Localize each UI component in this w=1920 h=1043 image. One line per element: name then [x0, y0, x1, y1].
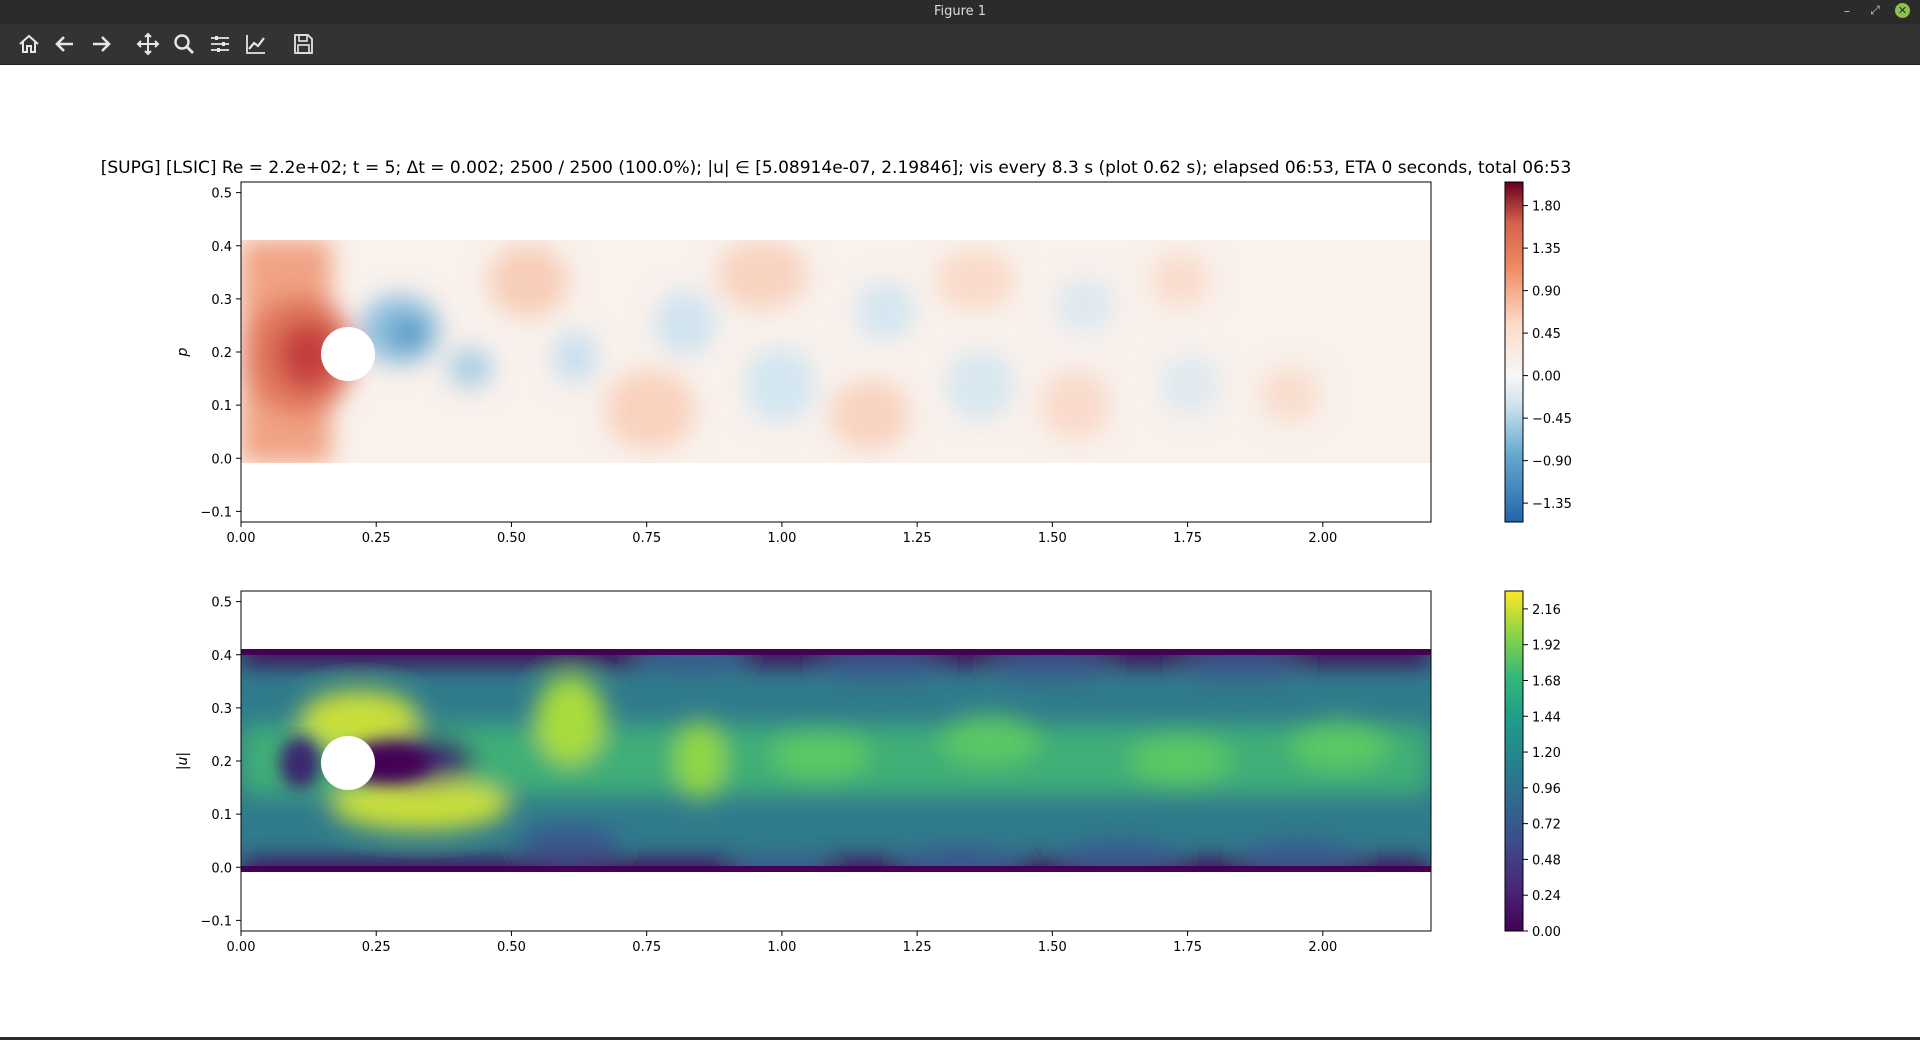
pressure-xtick-label: 2.00	[1308, 531, 1337, 546]
figure-suptitle: [SUPG] [LSIC] Re = 2.2e+02; t = 5; Δt = …	[101, 158, 1572, 178]
velocity-xtick-label: 1.25	[903, 940, 932, 955]
velocity-colorbar-tick-label: 2.16	[1532, 603, 1561, 618]
pressure-ylabel: p	[175, 347, 191, 357]
pressure-xtick-label: 0.50	[497, 531, 526, 546]
pressure-colorbar-tick-label: −0.45	[1532, 412, 1572, 427]
velocity-ytick-label: −0.1	[200, 914, 232, 929]
pressure-xtick-label: 1.00	[767, 531, 796, 546]
minimize-button[interactable]: –	[1844, 3, 1850, 18]
pressure-colorbar-ticks: 1.80 1.35 0.90 0.45 0.00 −0.45 −0.90 −1.35	[1523, 200, 1572, 512]
velocity-colorbar-tick-label: 1.20	[1532, 746, 1561, 761]
velocity-xtick-label: 1.50	[1038, 940, 1067, 955]
pressure-ytick-label: 0.1	[211, 399, 232, 414]
pressure-xtick-label: 1.50	[1038, 531, 1067, 546]
save-icon	[294, 34, 313, 54]
pressure-xtick-label: 0.25	[362, 531, 391, 546]
subplots-button[interactable]	[205, 29, 235, 59]
window-title: Figure 1	[933, 4, 987, 19]
pressure-ytick-label: 0.2	[211, 346, 232, 361]
velocity-ytick-label: 0.2	[211, 755, 232, 770]
pressure-colorbar-tick-label: 1.35	[1532, 242, 1561, 257]
velocity-xtick-label: 1.00	[767, 940, 796, 955]
velocity-ytick-label: 0.4	[211, 649, 232, 664]
velocity-ytick-label: 0.1	[211, 808, 232, 823]
figure-svg: [SUPG] [LSIC] Re = 2.2e+02; t = 5; Δt = …	[101, 158, 1572, 955]
pressure-colorbar-tick-label: 0.45	[1532, 327, 1561, 342]
velocity-ticks: 0.00 0.25 0.50 0.75 1.00 1.25 1.50 1.75 2.00 −0.1…	[200, 596, 1337, 955]
velocity-colorbar-tick-label: 0.72	[1532, 818, 1561, 833]
velocity-colorbar-tick-label: 1.68	[1532, 674, 1561, 689]
pressure-ytick-label: 0.0	[211, 452, 232, 467]
velocity-colorbar-tick-label: 0.00	[1532, 925, 1561, 940]
pressure-xtick-label: 0.00	[227, 531, 256, 546]
pressure-colorbar-tick-label: 0.00	[1532, 370, 1561, 385]
velocity-xtick-label: 0.75	[632, 940, 661, 955]
pressure-colorbar-tick-label: 0.90	[1532, 285, 1561, 300]
back-arrow-icon	[55, 36, 73, 52]
forward-arrow-icon	[93, 36, 111, 52]
pressure-colorbar: 1.80 1.35 0.90 0.45 0.00 −0.45 −0.90 −1.35	[1504, 181, 1572, 523]
zoom-icon	[174, 34, 194, 54]
velocity-xtick-label: 2.00	[1308, 940, 1337, 955]
pressure-xtick-label: 1.75	[1173, 531, 1202, 546]
pressure-axes: 0.00 0.25 0.50 0.75 1.00 1.25 1.50 1.75 2.00 −0.1…	[175, 181, 1432, 546]
title-bar: Figure 1 – ⤢ ✕	[0, 0, 1920, 24]
subplots-icon	[211, 36, 229, 52]
save-button[interactable]	[288, 29, 318, 59]
pressure-colorbar-tick-label: −1.35	[1532, 497, 1572, 512]
velocity-cylinder-obstacle	[321, 736, 375, 790]
velocity-colorbar-tick-label: 1.92	[1532, 639, 1561, 654]
edit-axis-icon	[246, 35, 265, 54]
pressure-ticks: 0.00 0.25 0.50 0.75 1.00 1.25 1.50 1.75 2.00 −0.1…	[200, 187, 1337, 546]
velocity-xtick-label: 0.25	[362, 940, 391, 955]
velocity-colorbar-ticks: 2.16 1.92 1.68 1.44 1.20 0.96 0.72 0.48 0.24 0.00	[1523, 603, 1561, 940]
velocity-ytick-label: 0.0	[211, 861, 232, 876]
pressure-field	[241, 240, 1431, 463]
pan-icon	[136, 32, 160, 56]
velocity-ytick-label: 0.3	[211, 702, 232, 717]
pressure-ytick-label: −0.1	[200, 505, 232, 520]
velocity-field	[241, 649, 1431, 872]
pressure-xtick-label: 0.75	[632, 531, 661, 546]
pressure-xtick-label: 1.25	[903, 531, 932, 546]
pressure-cylinder-obstacle	[321, 327, 375, 381]
figure-canvas[interactable]: [SUPG] [LSIC] Re = 2.2e+02; t = 5; Δt = …	[0, 65, 1920, 1039]
velocity-axes: 0.00 0.25 0.50 0.75 1.00 1.25 1.50 1.75 2.00 −0.1…	[175, 590, 1432, 955]
velocity-colorbar: 2.16 1.92 1.68 1.44 1.20 0.96 0.72 0.48 0.24 0.00	[1504, 590, 1561, 940]
velocity-colorbar-tick-label: 0.48	[1532, 853, 1561, 868]
window-controls: – ⤢ ✕	[1839, 3, 1910, 18]
velocity-colorbar-tick-label: 0.24	[1532, 889, 1561, 904]
velocity-xtick-label: 0.50	[497, 940, 526, 955]
home-button[interactable]	[14, 29, 44, 59]
window-bottom-border	[0, 1037, 1920, 1040]
velocity-xtick-label: 1.75	[1173, 940, 1202, 955]
pressure-colorbar-tick-label: −0.90	[1532, 455, 1572, 470]
pan-button[interactable]	[133, 29, 163, 59]
velocity-ytick-label: 0.5	[211, 596, 232, 611]
velocity-xtick-label: 0.00	[227, 940, 256, 955]
pressure-ytick-label: 0.3	[211, 293, 232, 308]
pressure-colorbar-scale	[1504, 181, 1524, 523]
forward-button[interactable]	[86, 29, 116, 59]
velocity-colorbar-tick-label: 1.44	[1532, 710, 1561, 725]
zoom-button[interactable]	[169, 29, 199, 59]
velocity-ylabel: |u|	[175, 752, 191, 770]
close-button[interactable]: ✕	[1895, 3, 1910, 18]
back-button[interactable]	[50, 29, 80, 59]
restore-button[interactable]: ⤢	[1870, 3, 1880, 17]
velocity-colorbar-scale	[1504, 590, 1524, 932]
pressure-colorbar-tick-label: 1.80	[1532, 200, 1561, 215]
edit-axis-button[interactable]	[241, 29, 271, 59]
pressure-ytick-label: 0.4	[211, 240, 232, 255]
velocity-colorbar-tick-label: 0.96	[1532, 782, 1561, 797]
home-icon	[19, 34, 39, 53]
toolbar	[0, 24, 1920, 65]
pressure-ytick-label: 0.5	[211, 187, 232, 202]
